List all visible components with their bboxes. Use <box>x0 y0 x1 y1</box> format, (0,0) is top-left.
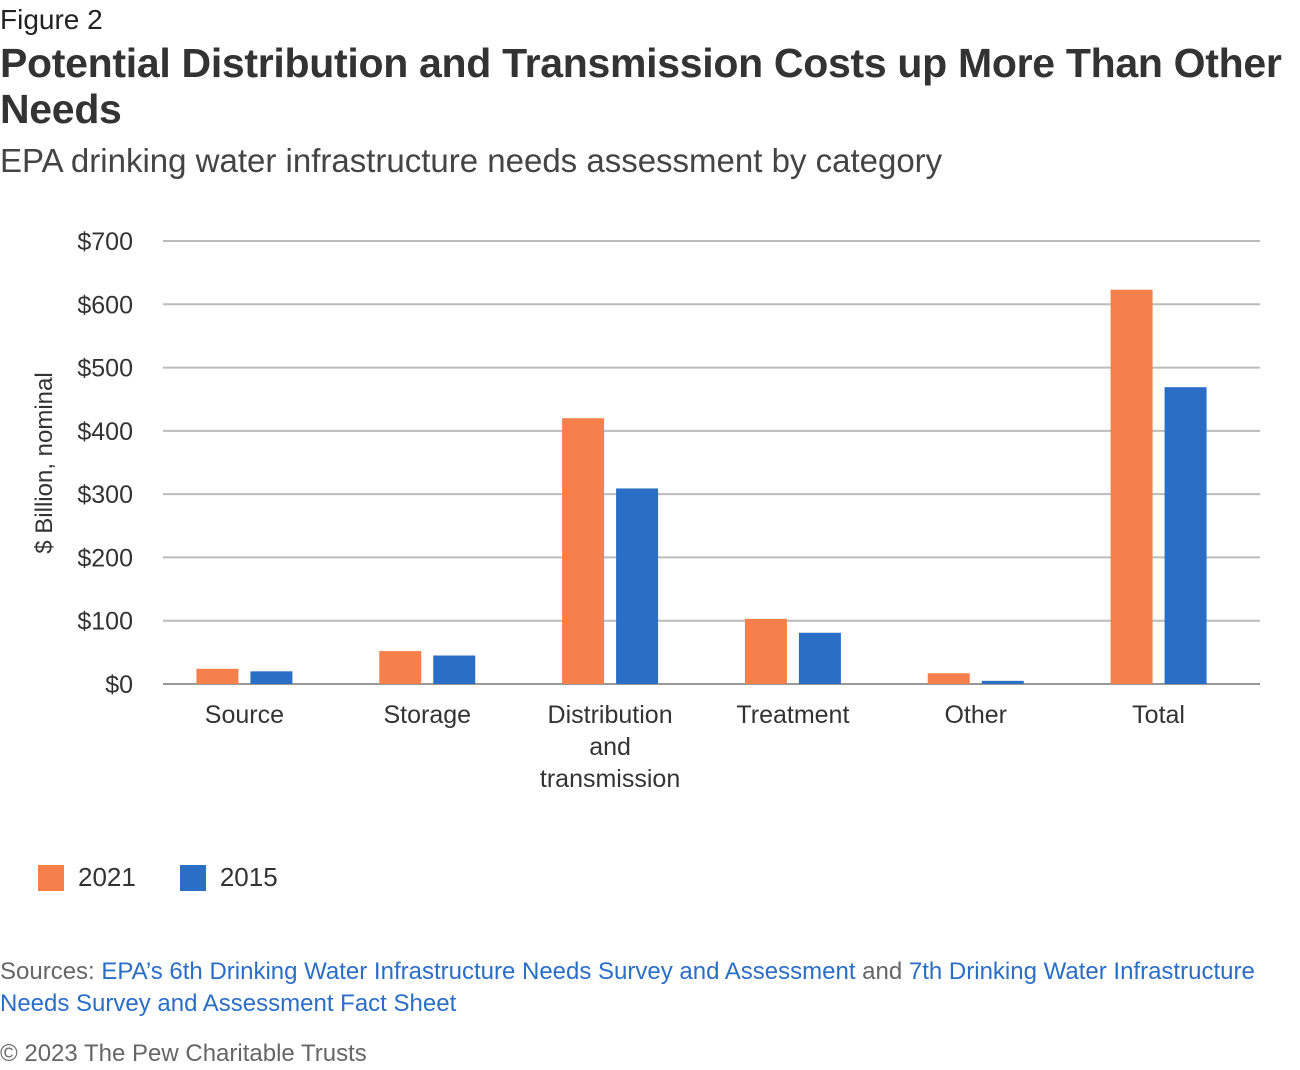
copyright: © 2023 The Pew Charitable Trusts <box>0 1040 367 1067</box>
bar-2021-other <box>927 673 970 684</box>
bar-2021-treatment <box>744 618 787 684</box>
sources-and: and <box>855 958 909 985</box>
x-tick-label: and <box>589 733 631 761</box>
y-tick-label: $100 <box>77 608 133 636</box>
x-tick-label: Distribution <box>548 701 673 729</box>
chart-subtitle: EPA drinking water infrastructure needs … <box>0 142 943 179</box>
figure-label: Figure 2 <box>0 4 103 35</box>
bar-chart: $0 $100 $200 $300 $400 $500 $600 $700 $ Billion,… <box>31 228 1260 793</box>
x-tick-label: Other <box>944 701 1007 729</box>
y-axis-label: $ Billion, nominal <box>31 372 58 553</box>
y-tick-label: $400 <box>77 418 133 446</box>
x-tick-label: Total <box>1132 701 1185 729</box>
legend-swatch-2015 <box>179 864 206 891</box>
y-tick-label: $300 <box>77 481 133 509</box>
legend-item-2021: 2021 <box>38 862 136 893</box>
bar-2021-source <box>196 668 239 684</box>
chart-title: Potential Distribution and Transmission … <box>0 40 1282 132</box>
y-tick-label: $0 <box>105 671 133 699</box>
x-tick-label: transmission <box>540 765 680 793</box>
bar-2015-total <box>1164 387 1207 684</box>
legend-swatch-2021 <box>38 864 64 891</box>
bar-2015-treatment <box>798 632 841 684</box>
legend-label-2015: 2015 <box>219 862 278 892</box>
legend-label-2021: 2021 <box>78 862 136 892</box>
y-tick-label: $700 <box>77 228 133 256</box>
source-link-6th-survey[interactable]: EPA’s 6th Drinking Water Infrastructure … <box>101 958 856 985</box>
x-tick-label: Source <box>205 701 284 729</box>
source-link-7th-fact-sheet[interactable]: 7th Drinking Water Infrastructure Needs … <box>0 958 1255 1017</box>
bar-2015-source <box>250 671 293 684</box>
bar-2021-distribution-and-transmission <box>562 418 605 684</box>
x-tick-label: Treatment <box>736 701 849 729</box>
bar-2015-distribution-and-transmission <box>616 488 659 684</box>
y-tick-label: $500 <box>77 355 133 383</box>
x-tick-label: Storage <box>383 701 471 729</box>
legend-item-2015: 2015 <box>179 862 278 893</box>
bar-2015-storage <box>433 655 476 684</box>
bar-2021-total <box>1110 289 1153 684</box>
y-tick-label: $600 <box>77 291 133 319</box>
sources-note: Sources: EPA’s 6th Drinking Water Infras… <box>0 956 1290 1020</box>
bar-2021-storage <box>379 651 422 684</box>
y-tick-label: $200 <box>77 544 133 572</box>
bar-2015-other <box>981 680 1024 684</box>
chart-legend: 2021 2015 <box>38 862 322 893</box>
sources-prefix: Sources: <box>0 958 102 985</box>
